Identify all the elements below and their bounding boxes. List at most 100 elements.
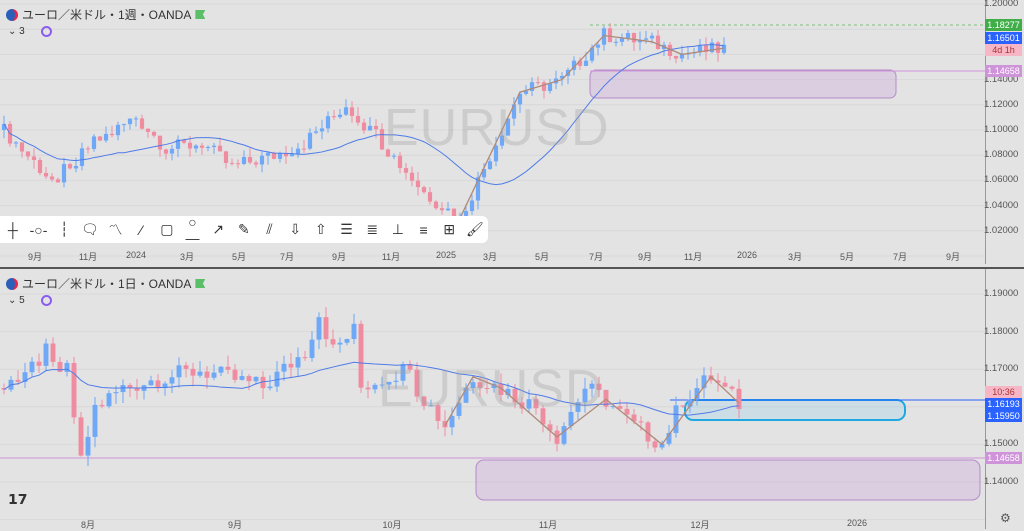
daily-chart-canvas[interactable] [0,269,1024,529]
candle-body [323,317,329,340]
weekly-chart-canvas[interactable] [0,0,1024,264]
candle-body [595,44,601,48]
candle-body [607,28,613,43]
candle-body [505,118,511,136]
indicators-toggle[interactable]: ⌄ 3 [8,26,25,37]
candle-body [379,129,385,150]
candle-body [709,42,715,53]
candle-body [37,159,43,173]
candle-body [442,420,448,428]
highlighter-tool-icon[interactable]: 🖌 [466,221,484,237]
candle-body [43,343,49,366]
tradingview-logo[interactable]: 𝟭𝟳 [8,491,28,507]
candle-body [253,162,259,165]
callout-tool-icon[interactable]: 🗨 [80,221,99,237]
regression-tool-icon[interactable]: ≣ [366,221,379,237]
candle-body [649,35,655,39]
path-tool-icon[interactable]: 〽 [108,221,123,238]
arrow-line-tool-icon[interactable]: ↗ [212,221,225,237]
candle-body [655,35,661,50]
candle-body [391,155,397,157]
candle-body [631,414,637,422]
time-axis-label: 5月 [534,252,550,262]
symbol-legend[interactable]: ユーロ／米ドル・1日・OANDA [6,275,206,292]
date-price-range-tool-icon[interactable]: ⊞ [443,221,456,237]
parallel-channel-tool-icon[interactable]: ⫽ [266,221,273,237]
candle-body [113,392,119,394]
crosshair-tool-icon[interactable]: ┼ [7,221,18,238]
candle-body [25,151,31,157]
candle-body [736,388,742,409]
candle-body [259,155,265,165]
candle-body [619,37,625,42]
candle-body [499,135,505,146]
candle-body [547,424,553,431]
candle-body [115,124,121,136]
parallel-lines-tool-icon[interactable]: ≡ [419,221,428,238]
time-axis-label: 11月 [538,520,558,530]
candle-body [97,136,103,141]
candle-body [694,388,700,400]
time-axis-label: 3月 [482,252,498,262]
candle-body [193,145,199,149]
price-axis-label: 1.06000 [984,174,1019,186]
arrow-up-tool-icon[interactable]: ⇧ [315,221,327,237]
candle-body [301,148,307,150]
candle-body [407,364,413,370]
candle-body [582,388,588,403]
candle-body [330,339,336,345]
candle-body [659,443,665,448]
candle-body [526,399,532,409]
time-axis-label: 8月 [80,520,96,530]
price-axis-label: 1.17000 [984,363,1019,375]
trend-line-tool-icon[interactable]: ⁄ [140,221,143,238]
candle-body [246,376,252,382]
candle-body [218,366,224,373]
candle-body [267,386,273,389]
sync-icon[interactable] [40,26,52,37]
price-tag: 1.16193 [985,398,1022,410]
symbol-legend[interactable]: ユーロ／米ドル・1週・OANDA [6,6,206,23]
rectangle-tool-icon[interactable]: ▢ [160,221,174,237]
candle-body [64,362,70,372]
settings-gear-icon[interactable]: ⚙ [1000,511,1011,525]
daily-chart-pane[interactable]: EURUSD ユーロ／米ドル・1日・OANDA ⌄ 5 1.19000 1.180… [0,267,1024,530]
candle-body [73,165,79,169]
fib-retracement-tool-icon[interactable]: ☰ [340,221,353,237]
candle-body [667,44,673,57]
candle-body [190,368,196,376]
price-tag: 4d 1h [985,44,1022,56]
candle-body [523,90,529,94]
candle-body [393,380,399,382]
candle-body [414,369,420,397]
time-axis-label: 9月 [331,252,347,262]
time-axis-label: 11月 [78,252,98,262]
arrow-down-tool-icon[interactable]: ⇩ [289,221,302,237]
candle-body [610,406,616,408]
candle-body [337,342,343,345]
candle-body [106,393,112,407]
ray-tool-icon[interactable]: ○— [185,213,200,246]
candle-body [211,372,217,378]
horizontal-ray-tool-icon[interactable]: -○- [29,221,48,238]
candle-body [120,385,126,393]
candle-body [451,208,457,220]
candle-body [271,152,277,159]
candle-body [721,44,727,53]
indicators-toggle[interactable]: ⌄ 5 [8,295,25,306]
candle-body [1,123,7,130]
sync-icon[interactable] [40,295,52,306]
weekly-chart-pane[interactable]: EURUSD ユーロ／米ドル・1週・OANDA ⌄ 3 1.20000 1.140… [0,0,1024,264]
time-axis-label: 10月 [382,520,402,530]
candle-body [379,384,385,386]
time-axis-label: 9月 [227,520,243,530]
vertical-line-tool-icon[interactable]: ┆ [59,221,69,237]
measure-tool-icon[interactable]: ⊥ [391,221,404,237]
time-axis-label: 7月 [588,252,604,262]
symbol-title: ユーロ／米ドル・1週・OANDA [22,8,192,22]
brush-tool-icon[interactable]: ✎ [238,221,250,237]
price-axis-label: 1.12000 [984,98,1019,110]
candle-body [729,386,735,389]
candle-body [313,131,319,133]
candle-body [511,104,517,119]
